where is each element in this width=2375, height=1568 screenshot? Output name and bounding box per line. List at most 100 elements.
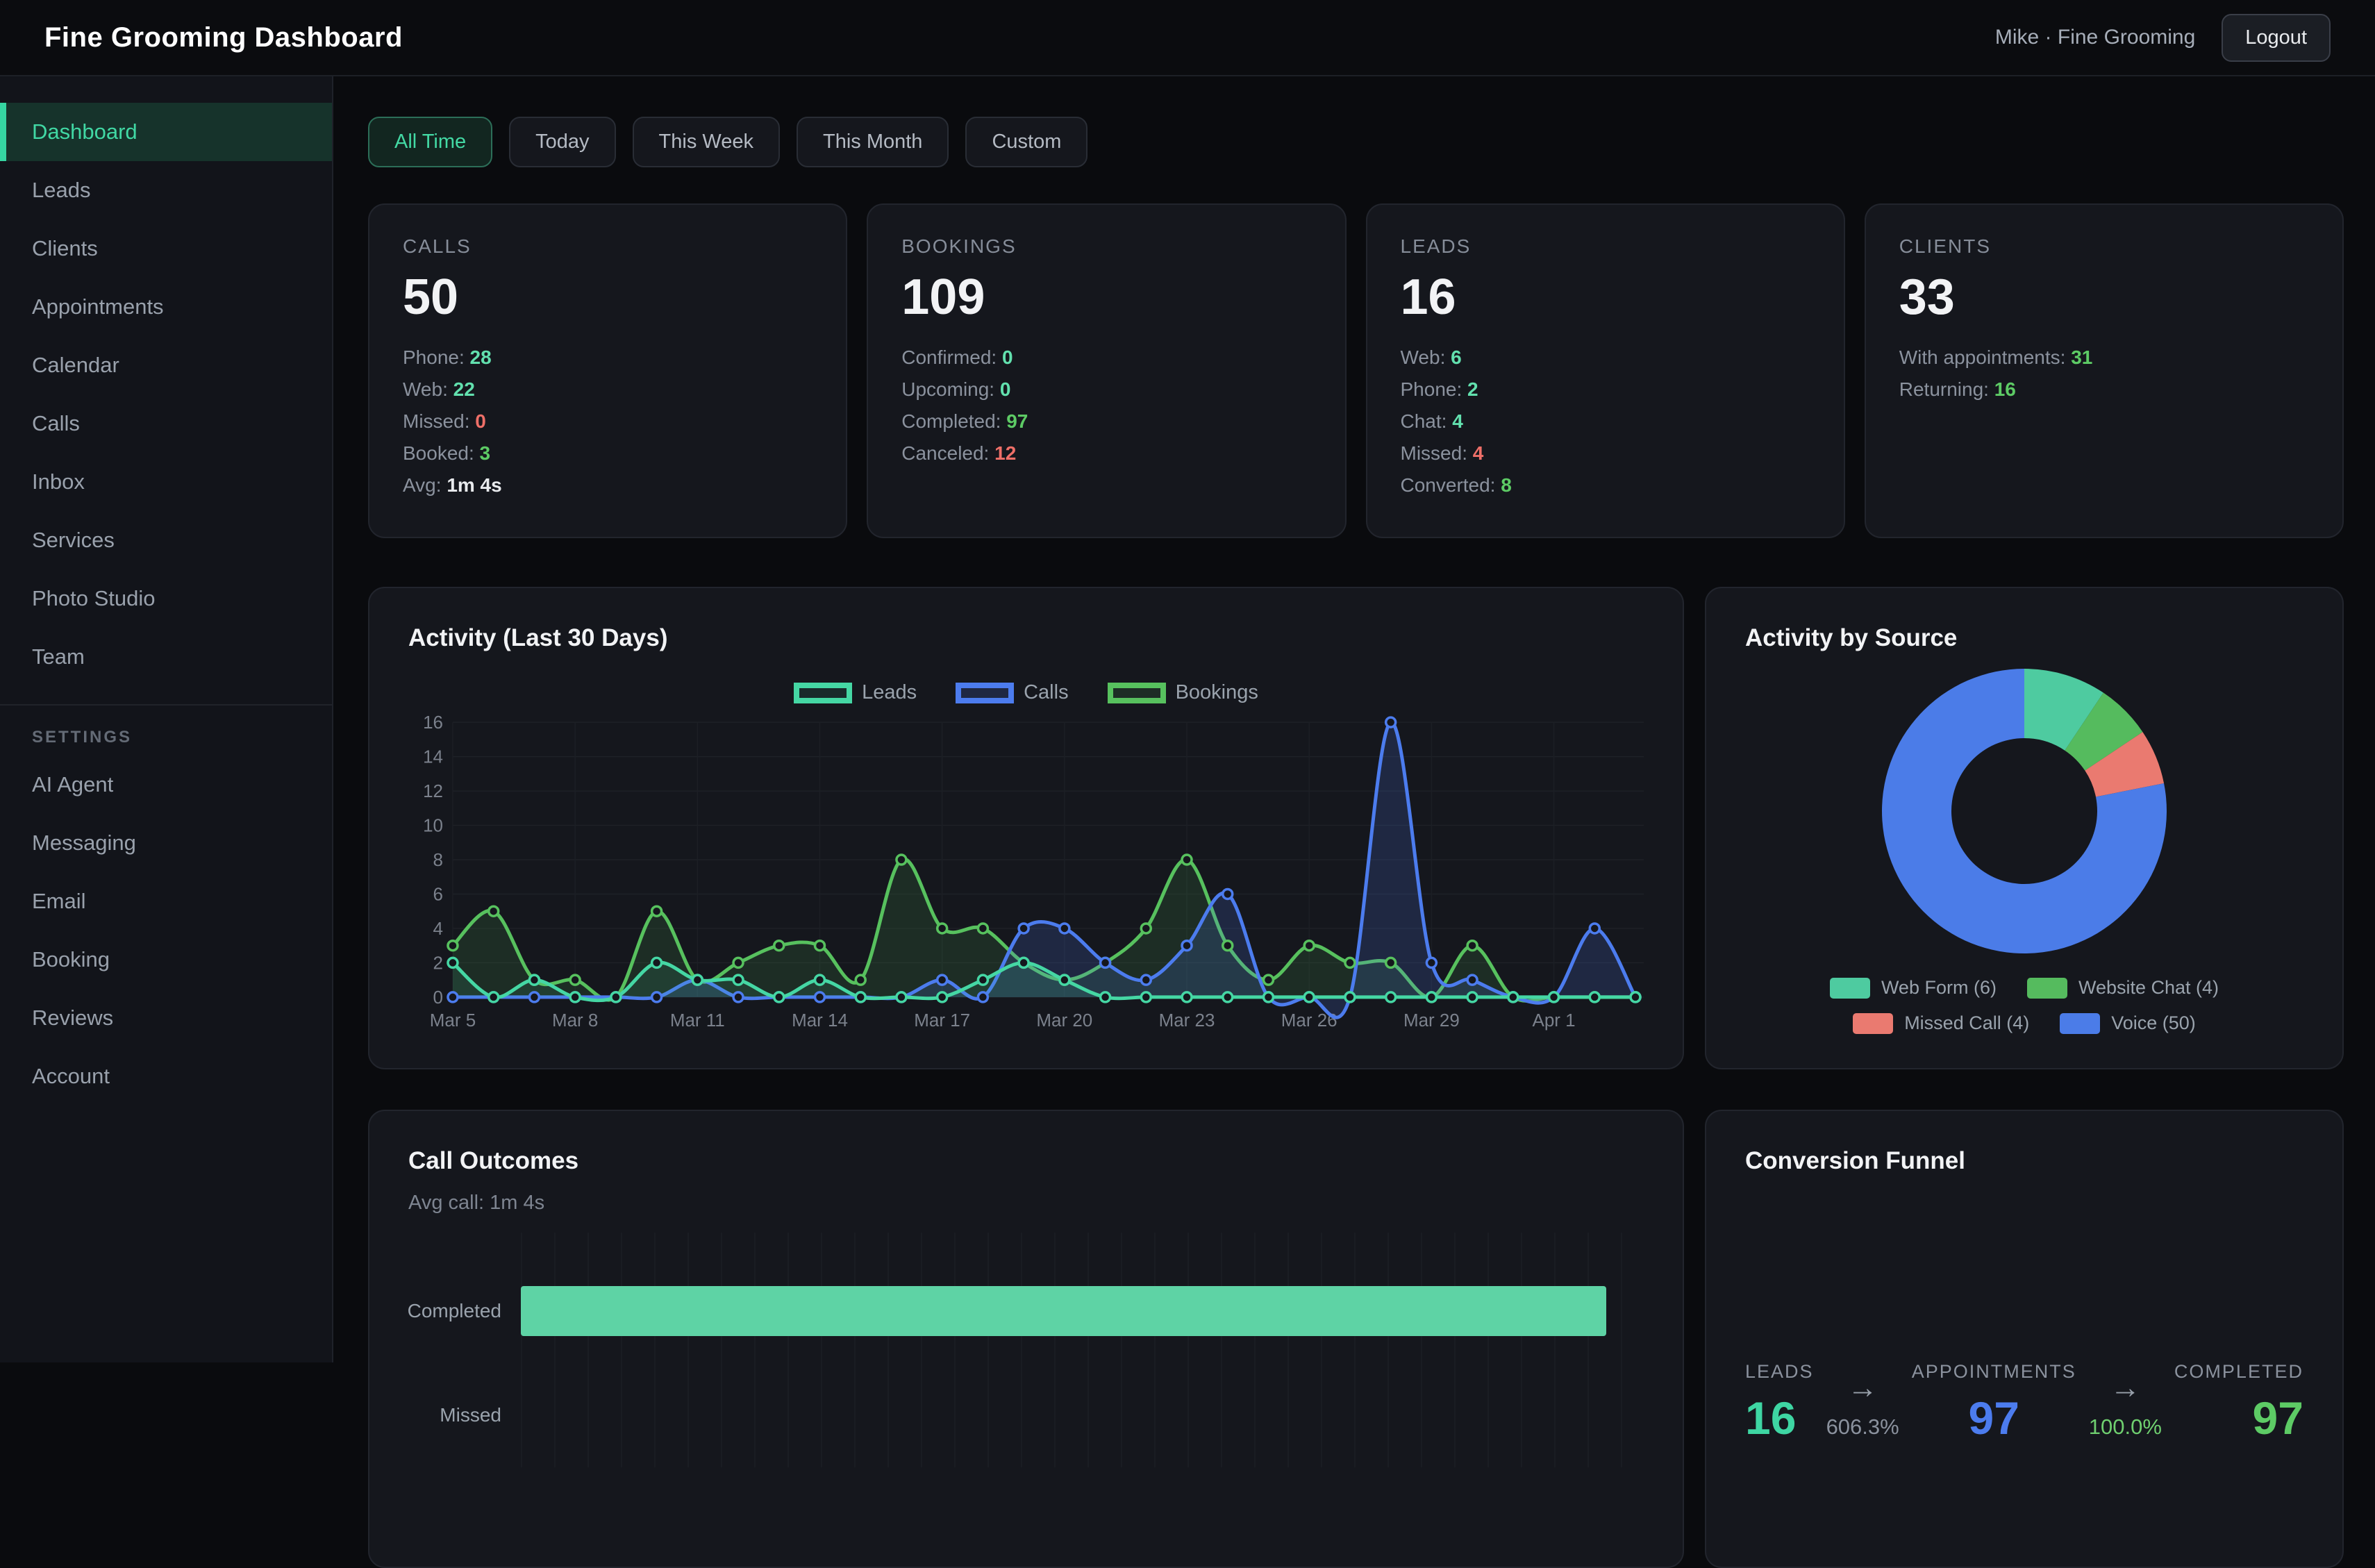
stat-card-label: BOOKINGS <box>901 235 1311 258</box>
stat-card-breakdown: Web: 6 Phone: 2 Chat: 4 Missed: 4 Converted:… <box>1401 347 1810 497</box>
stat-card-value: 109 <box>901 269 1311 326</box>
stat-card-value: 50 <box>403 269 812 326</box>
legend-label: Leads <box>862 681 917 704</box>
legend-item-bookings[interactable]: Bookings <box>1108 681 1258 704</box>
source-legend-label: Web Form (6) <box>1881 977 1997 999</box>
outcome-label-completed: Completed <box>408 1259 521 1363</box>
filter-this-week[interactable]: This Week <box>633 117 780 167</box>
source-chart-title: Activity by Source <box>1745 624 2303 652</box>
sidebar-item-calls[interactable]: Calls <box>0 394 332 453</box>
svg-text:Mar 29: Mar 29 <box>1403 1010 1460 1031</box>
sidebar-item-email[interactable]: Email <box>0 872 332 931</box>
user-label: Mike · Fine Grooming <box>1995 26 2195 49</box>
bottom-row: Call Outcomes Avg call: 1m 4s CompletedM… <box>368 1110 2344 1568</box>
stat-card-value: 33 <box>1899 269 2309 326</box>
stat-breakdown-value: 2 <box>1467 378 1478 400</box>
sidebar-item-calendar[interactable]: Calendar <box>0 336 332 394</box>
sidebar-item-team[interactable]: Team <box>0 628 332 686</box>
funnel-conversion-pct: 606.3% <box>1826 1415 1899 1440</box>
sidebar-nav-list: DashboardLeadsClientsAppointmentsCalenda… <box>0 103 332 686</box>
svg-text:4: 4 <box>433 918 443 939</box>
date-filter-group: All Time Today This Week This Month Custom <box>368 117 2344 167</box>
svg-text:Mar 5: Mar 5 <box>430 1010 476 1031</box>
stat-breakdown-value: 97 <box>1006 410 1028 432</box>
outcome-bar-completed <box>521 1286 1606 1336</box>
sidebar-item-photo-studio[interactable]: Photo Studio <box>0 569 332 628</box>
sidebar-item-booking[interactable]: Booking <box>0 931 332 989</box>
sidebar-divider <box>0 704 332 706</box>
call-outcomes-labels: CompletedMissed <box>408 1233 521 1467</box>
stat-breakdown-row: Converted: 8 <box>1401 474 1810 497</box>
sidebar-item-reviews[interactable]: Reviews <box>0 989 332 1047</box>
sidebar-item-clients[interactable]: Clients <box>0 219 332 278</box>
legend-item-leads[interactable]: Leads <box>794 681 917 704</box>
filter-today[interactable]: Today <box>509 117 615 167</box>
source-chart-card: Activity by Source Web Form (6) Website C… <box>1705 587 2344 1069</box>
source-legend-label: Voice (50) <box>2111 1012 2196 1034</box>
stat-breakdown-row: Missed: 4 <box>1401 442 1810 465</box>
sidebar-item-leads[interactable]: Leads <box>0 161 332 219</box>
activity-chart-card: Activity (Last 30 Days) Leads Calls Bookin… <box>368 587 1684 1069</box>
source-legend-item-missed-call[interactable]: Missed Call (4) <box>1853 1012 2029 1034</box>
sidebar-item-dashboard[interactable]: Dashboard <box>0 103 332 161</box>
source-chart-legend: Web Form (6) Website Chat (4) Missed Call … <box>1745 977 2303 1034</box>
sidebar-item-appointments[interactable]: Appointments <box>0 278 332 336</box>
stat-breakdown-value: 8 <box>1501 474 1512 496</box>
stat-breakdown-value: 3 <box>480 442 491 464</box>
stat-breakdown-value: 12 <box>994 442 1016 464</box>
source-donut-svg <box>1875 662 2174 960</box>
logout-button[interactable]: Logout <box>2222 14 2331 62</box>
svg-text:Mar 17: Mar 17 <box>914 1010 970 1031</box>
sidebar-item-services[interactable]: Services <box>0 511 332 569</box>
svg-text:Mar 14: Mar 14 <box>792 1010 848 1031</box>
stat-card-breakdown: Phone: 28Web: 22Missed: 0Booked: 3Avg: 1… <box>403 347 812 497</box>
activity-chart-title: Activity (Last 30 Days) <box>408 624 1644 652</box>
stat-card-value: 16 <box>1401 269 1810 326</box>
funnel-arrow-group: → 606.3% <box>1826 1373 1899 1441</box>
source-legend-item-web-form[interactable]: Web Form (6) <box>1830 977 1997 999</box>
stat-breakdown-row: Web: 6 <box>1401 347 1810 369</box>
source-donut-chart <box>1745 662 2303 960</box>
funnel-stage-label: COMPLETED <box>2174 1361 2303 1383</box>
filter-all-time[interactable]: All Time <box>368 117 492 167</box>
source-legend-swatch-icon <box>1853 1013 1893 1034</box>
stat-card-label: LEADS <box>1401 235 1810 258</box>
funnel-stage-value: 97 <box>2253 1395 2303 1441</box>
stat-breakdown-row: Phone: 2 <box>1401 378 1810 401</box>
stat-card-breakdown: With appointments: 31Returning: 16 <box>1899 347 2309 401</box>
filter-this-month[interactable]: This Month <box>797 117 949 167</box>
sidebar-item-inbox[interactable]: Inbox <box>0 453 332 511</box>
filter-custom[interactable]: Custom <box>965 117 1088 167</box>
legend-swatch-icon <box>956 683 1014 703</box>
funnel-arrow-group: →100.0% <box>2089 1373 2162 1441</box>
funnel-stage-leads: LEADS16 <box>1745 1361 1814 1441</box>
charts-row: Activity (Last 30 Days) Leads Calls Bookin… <box>368 587 2344 1069</box>
legend-label: Calls <box>1024 681 1068 704</box>
legend-label: Bookings <box>1176 681 1258 704</box>
stat-breakdown-value: 31 <box>2071 347 2092 368</box>
svg-text:2: 2 <box>433 952 443 973</box>
sidebar-item-ai-agent[interactable]: AI Agent <box>0 756 332 814</box>
source-legend-item-website-chat[interactable]: Website Chat (4) <box>2027 977 2219 999</box>
sidebar-item-messaging[interactable]: Messaging <box>0 814 332 872</box>
svg-text:12: 12 <box>423 781 443 801</box>
legend-item-calls[interactable]: Calls <box>956 681 1068 704</box>
activity-chart-legend: Leads Calls Bookings <box>408 681 1644 704</box>
stat-card-label: CALLS <box>403 235 812 258</box>
legend-swatch-icon <box>1108 683 1166 703</box>
stat-breakdown-value: 4 <box>1473 442 1484 464</box>
funnel-stage-completed: COMPLETED 97 <box>2174 1361 2303 1441</box>
call-outcomes-card: Call Outcomes Avg call: 1m 4s CompletedM… <box>368 1110 1684 1568</box>
stat-card-bookings: BOOKINGS109Confirmed: 0Upcoming: 0Comple… <box>867 203 1346 538</box>
stat-card-clients: CLIENTS33With appointments: 31Returning:… <box>1865 203 2344 538</box>
stat-breakdown-row: Phone: 28 <box>403 347 812 369</box>
stat-breakdown-row: Chat: 4 <box>1401 410 1810 433</box>
source-legend-item-voice[interactable]: Voice (50) <box>2060 1012 2196 1034</box>
svg-text:Mar 23: Mar 23 <box>1159 1010 1215 1031</box>
arrow-right-icon: → <box>1847 1373 1878 1403</box>
svg-text:Mar 8: Mar 8 <box>552 1010 598 1031</box>
outcome-row-missed <box>521 1363 1644 1467</box>
sidebar-item-account[interactable]: Account <box>0 1047 332 1106</box>
stat-breakdown-row: Avg: 1m 4s <box>403 474 812 497</box>
stat-breakdown-row: Canceled: 12 <box>901 442 1311 465</box>
